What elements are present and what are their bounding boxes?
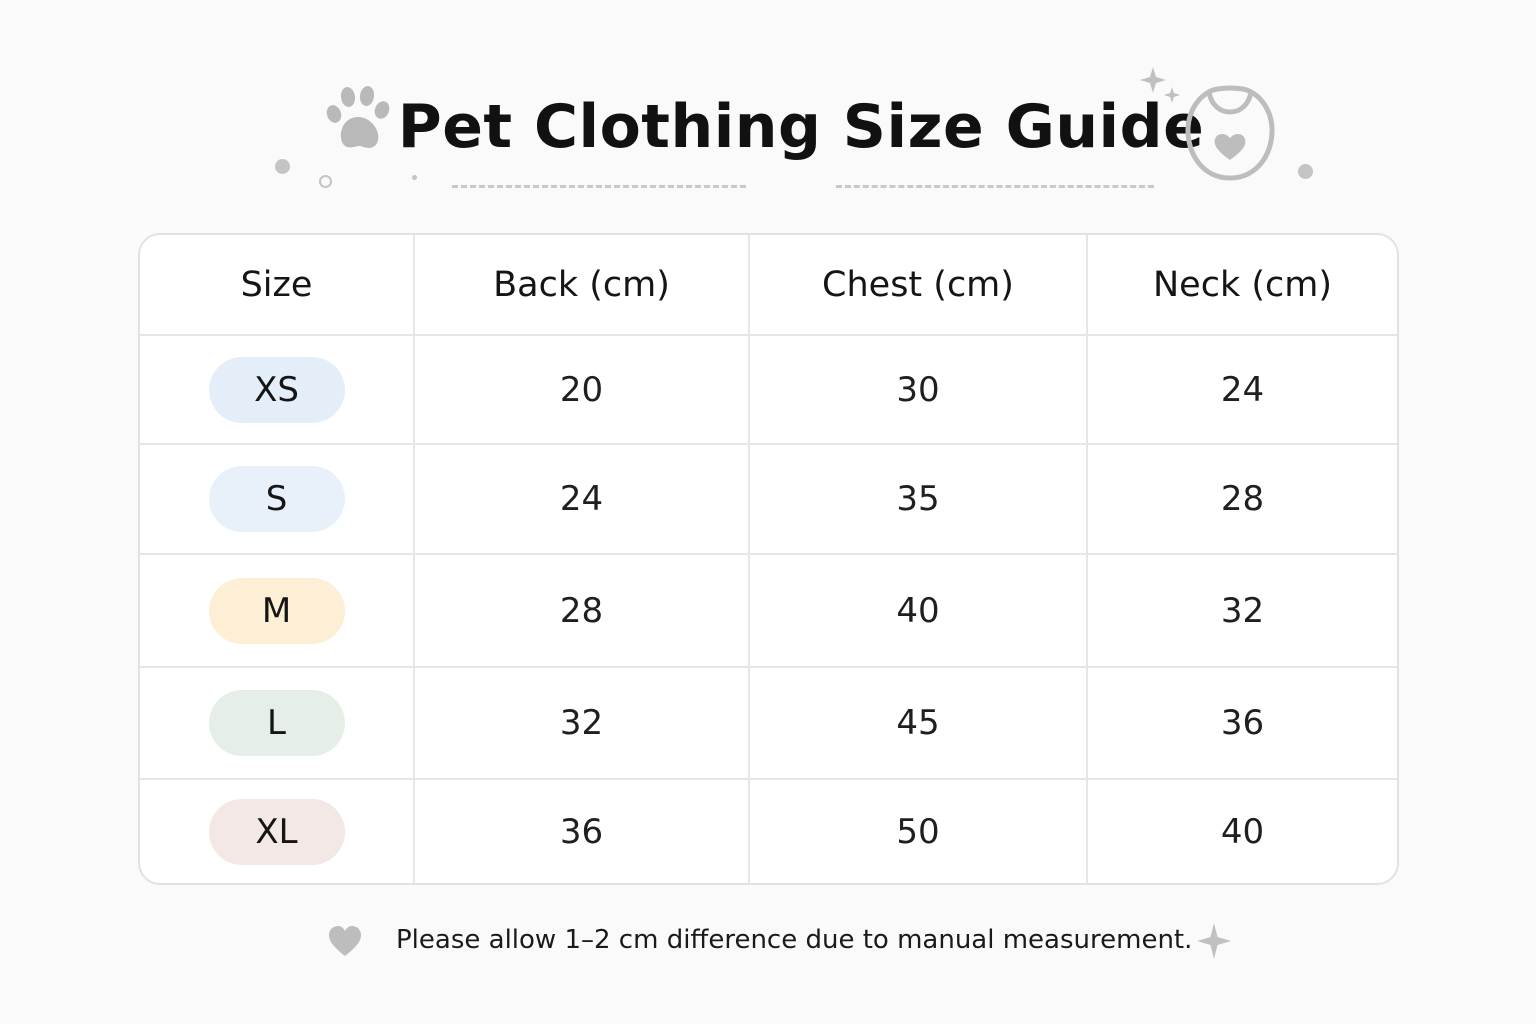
- size-cell: S: [140, 445, 415, 555]
- column-header-neck: Neck (cm): [1088, 235, 1397, 336]
- paw-icon: [326, 86, 390, 148]
- size-badge: XS: [208, 356, 345, 423]
- neck-cell: 24: [1088, 336, 1397, 445]
- heart-icon: [329, 926, 361, 956]
- neck-cell: 36: [1088, 668, 1397, 780]
- size-badge: XL: [208, 798, 345, 865]
- back-cell: 20: [415, 336, 750, 445]
- sparkle-icon: [1197, 923, 1231, 959]
- size-table-grid: Size Back (cm) Chest (cm) Neck (cm) XS 2…: [140, 235, 1397, 883]
- sparkle-icon: [1140, 67, 1180, 103]
- chest-cell: 30: [750, 336, 1088, 445]
- column-header-back: Back (cm): [415, 235, 750, 336]
- chest-cell: 50: [750, 780, 1088, 883]
- back-cell: 28: [415, 555, 750, 668]
- page-title: Pet Clothing Size Guide: [397, 92, 1205, 162]
- column-header-chest: Chest (cm): [750, 235, 1088, 336]
- title-underline-right: [836, 185, 1154, 188]
- size-cell: M: [140, 555, 415, 668]
- decor-ring: [319, 175, 332, 188]
- size-badge: S: [208, 466, 345, 532]
- neck-cell: 32: [1088, 555, 1397, 668]
- neck-cell: 40: [1220, 811, 1265, 852]
- neck-cell: 28: [1088, 445, 1397, 555]
- size-cell: L: [140, 668, 415, 780]
- chest-cell: 40: [750, 555, 1088, 668]
- pet-bib-icon: [1185, 85, 1275, 181]
- title-underline-left: [452, 185, 746, 188]
- size-cell: XS: [140, 336, 415, 445]
- chest-cell: 45: [750, 668, 1088, 780]
- chest-cell: 35: [750, 445, 1088, 555]
- size-badge: L: [208, 690, 345, 756]
- column-header-size: Size: [140, 235, 415, 336]
- back-cell: 32: [415, 668, 750, 780]
- decor-dot: [275, 159, 290, 174]
- size-table: Size Back (cm) Chest (cm) Neck (cm) XS 2…: [138, 233, 1399, 885]
- size-badge: M: [208, 577, 345, 644]
- size-cell: XL: [140, 780, 415, 883]
- decor-dot: [1298, 164, 1313, 179]
- back-cell: 24: [415, 445, 750, 555]
- back-cell: 36: [415, 780, 750, 883]
- decor-dot: [412, 175, 417, 180]
- measurement-note: Please allow 1–2 cm difference due to ma…: [396, 925, 1193, 955]
